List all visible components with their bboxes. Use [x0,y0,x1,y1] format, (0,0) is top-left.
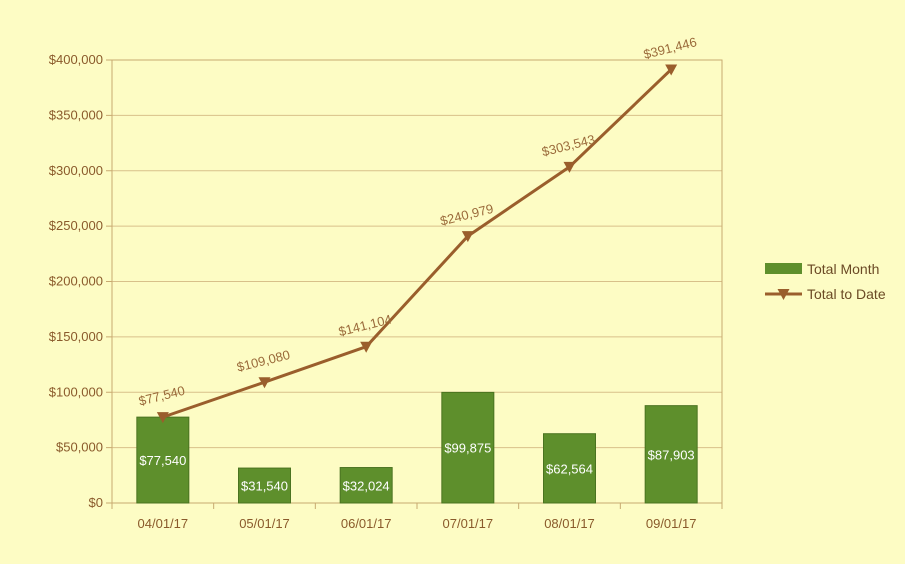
legend-label-total-to-date: Total to Date [807,286,886,302]
line-series-total-to-date [162,68,673,419]
line-marker [665,64,678,76]
bar-data-label: $99,875 [444,441,491,456]
y-tick-label: $50,000 [56,440,103,455]
line-marker [563,161,576,173]
bar-data-label: $32,024 [343,478,390,493]
line-data-label: $77,540 [137,383,186,409]
y-tick-label: $100,000 [49,384,103,399]
line-data-label: $109,080 [235,347,291,375]
line-data-label: $303,543 [540,132,596,160]
legend-marker-total-to-date [777,289,790,300]
line-data-label: $391,446 [642,34,698,62]
bar [339,467,393,504]
y-tick-label: $300,000 [49,163,103,178]
line-marker [360,341,373,353]
bar [543,433,596,504]
x-tick-label: 05/01/17 [239,516,290,531]
y-tick-label: $150,000 [49,329,103,344]
y-tick-label: $200,000 [49,274,103,289]
legend-label-total-month: Total Month [807,261,879,277]
x-tick-label: 04/01/17 [138,516,189,531]
y-tick-label: $0 [89,495,103,510]
x-tick-label: 08/01/17 [544,516,595,531]
y-tick-label: $250,000 [49,218,103,233]
line-data-label: $141,104 [337,312,393,340]
y-tick-label: $400,000 [49,52,103,67]
bar-data-label: $31,540 [241,479,288,494]
bar [238,467,291,504]
bar [441,391,495,504]
line-marker [461,231,474,243]
line-marker [156,412,169,424]
x-tick-label: 09/01/17 [646,516,697,531]
bar-data-label: $62,564 [546,461,593,476]
y-tick-label: $350,000 [49,107,103,122]
line-marker [258,377,271,389]
bar [644,405,698,504]
x-tick-label: 07/01/17 [443,516,494,531]
bar-data-label: $77,540 [139,453,186,468]
bar-data-label: $87,903 [648,447,695,462]
x-tick-label: 06/01/17 [341,516,392,531]
legend-swatch-total-month [765,263,802,274]
bar [136,416,190,504]
